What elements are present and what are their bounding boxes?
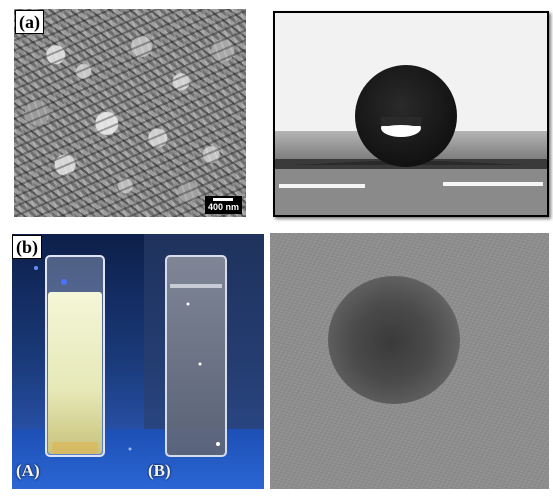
substrate-reflection <box>275 169 547 215</box>
water-droplet <box>355 65 457 167</box>
sparkle-1 <box>61 279 67 285</box>
vial-left-solution <box>48 292 102 454</box>
sparkle-2 <box>34 266 38 270</box>
sem-micrograph: 400 nm <box>14 9 246 217</box>
sem-texture <box>14 9 246 217</box>
scale-bar <box>213 198 234 201</box>
vial-right-glass <box>166 256 226 456</box>
nanoparticle <box>328 276 460 404</box>
sparkle-4 <box>186 302 190 306</box>
highlight-cap <box>381 117 421 126</box>
reflection-line-right <box>443 182 543 186</box>
vial-left-bottom-glow <box>52 442 98 454</box>
uv-vials-photo: (A) (B) <box>12 234 264 489</box>
tem-micrograph <box>270 233 549 489</box>
reflection-line-left <box>279 184 365 188</box>
scale-bar-text: 400 nm <box>207 202 239 212</box>
vial-label-a: (A) <box>16 461 40 480</box>
sparkle-3 <box>198 362 202 366</box>
panel-b-label: (b) <box>12 235 42 259</box>
vial-label-b: (B) <box>148 461 171 480</box>
contact-angle-image <box>273 11 549 217</box>
scale-bar-box: 400 nm <box>204 196 242 214</box>
highlight-inner <box>383 125 419 133</box>
vial-left-outline <box>45 255 105 457</box>
sparkle-6 <box>128 447 132 451</box>
sparkle-5 <box>216 442 220 446</box>
contact-angle-drawing <box>275 13 547 215</box>
vial-right-meniscus <box>170 284 222 288</box>
vials-drawing <box>12 234 264 489</box>
vial-right-outline <box>165 255 227 457</box>
panel-a-label: (a) <box>15 10 44 34</box>
